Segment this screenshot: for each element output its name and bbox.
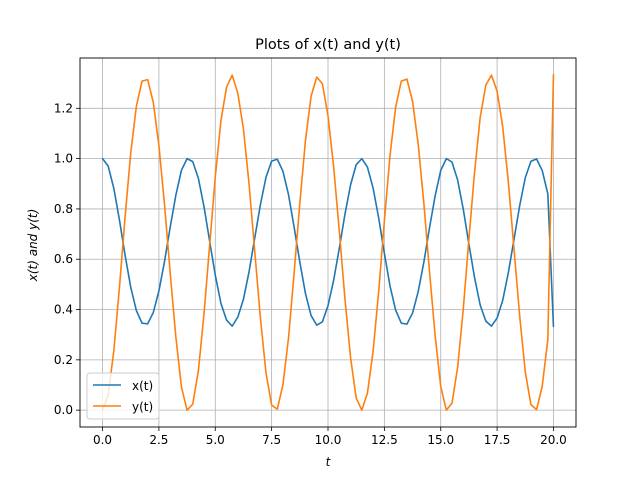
y-tick-label: 0.6 — [54, 252, 73, 266]
y-tick-label: 1.2 — [54, 101, 73, 115]
y-tick-label: 0.4 — [54, 303, 73, 317]
x-tick-label: 20.0 — [540, 433, 567, 447]
y-axis-title: x(t) and y(t) — [26, 209, 40, 283]
legend: x(t) y(t) — [86, 372, 160, 420]
x-axis-title: t — [326, 455, 332, 469]
axis-ticks: 0.0 2.5 5.0 7.5 10.0 12.5 15.0 17.5 20.0 0.0 0.2 0.… — [54, 101, 567, 447]
x-tick-label: 15.0 — [427, 433, 454, 447]
legend-label-x: x(t) — [132, 379, 153, 393]
series-line-x — [101, 157, 555, 328]
series-lines — [101, 74, 555, 411]
x-tick-label: 5.0 — [206, 433, 225, 447]
y-tick-label: 0.8 — [54, 202, 73, 216]
x-tick-label: 0.0 — [93, 433, 112, 447]
x-tick-label: 2.5 — [149, 433, 168, 447]
chart-title: Plots of x(t) and y(t) — [255, 37, 401, 53]
y-tick-label: 0.0 — [54, 403, 73, 417]
x-tick-label: 7.5 — [262, 433, 281, 447]
legend-label-y: y(t) — [132, 400, 153, 414]
y-tick-label: 0.2 — [54, 353, 73, 367]
series-line-y — [101, 74, 555, 411]
x-tick-label: 17.5 — [484, 433, 511, 447]
grid-lines — [80, 58, 576, 427]
x-tick-label: 12.5 — [371, 433, 398, 447]
y-tick-label: 1.0 — [54, 152, 73, 166]
x-tick-label: 10.0 — [315, 433, 342, 447]
